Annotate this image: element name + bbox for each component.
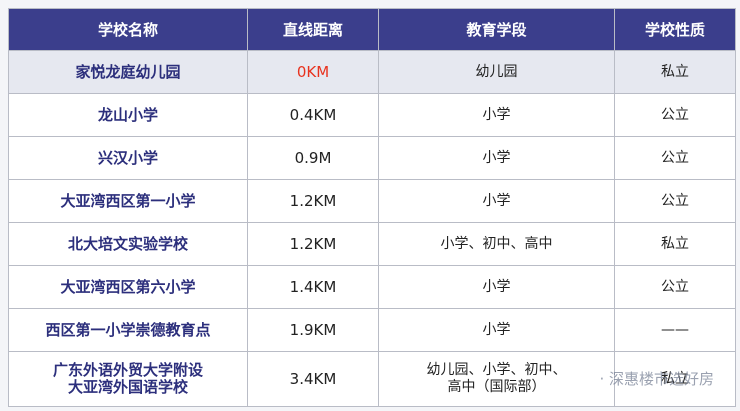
table-cell: 幼儿园、小学、初中、 高中（国际部） (378, 351, 615, 407)
table-cell: 大亚湾西区第一小学 (8, 179, 248, 223)
table-cell: 3.4KM (247, 351, 379, 407)
header-cell: 直线距离 (247, 8, 379, 51)
table-row: 大亚湾西区第一小学 1.2KM 小学 公立 (8, 179, 736, 223)
table-cell: 1.2KM (247, 179, 379, 223)
table-cell: 私立 (614, 222, 736, 266)
table-cell: 幼儿园 (378, 50, 615, 94)
table-cell: 公立 (614, 265, 736, 309)
watermark: · 深惠楼市选好房 (599, 370, 714, 388)
table-cell: 私立 (614, 351, 736, 407)
table-cell: 家悦龙庭幼儿园 (8, 50, 248, 94)
table-cell: 公立 (614, 136, 736, 180)
table-cell: 公立 (614, 179, 736, 223)
header-cell: 教育学段 (378, 8, 615, 51)
header-cell: 学校性质 (614, 8, 736, 51)
school-table: 学校名称 直线距离 教育学段 学校性质 家悦龙庭幼儿园 0KM 幼儿园 私立 龙山小学 0.4K… (8, 8, 736, 407)
table-cell: 私立 (614, 50, 736, 94)
table-cell: 小学 (378, 308, 615, 352)
table-cell: 兴汉小学 (8, 136, 248, 180)
table-cell: 1.2KM (247, 222, 379, 266)
table-cell: 大亚湾西区第六小学 (8, 265, 248, 309)
table-cell: 小学 (378, 265, 615, 309)
table-row: 广东外语外贸大学附设 大亚湾外国语学校 3.4KM 幼儿园、小学、初中、 高中（国际… (8, 351, 736, 407)
table-cell: 西区第一小学崇德教育点 (8, 308, 248, 352)
table-cell: 0.4KM (247, 93, 379, 137)
header-row: 学校名称 直线距离 教育学段 学校性质 (8, 8, 736, 51)
table-row: 家悦龙庭幼儿园 0KM 幼儿园 私立 (8, 50, 736, 94)
table-cell: 0KM (247, 50, 379, 94)
table-cell: —— (614, 308, 736, 352)
table-body: 家悦龙庭幼儿园 0KM 幼儿园 私立 龙山小学 0.4KM 小学 公立 兴汉小学 0.9M 小学 公立… (8, 50, 736, 407)
table-cell: 公立 (614, 93, 736, 137)
table-row: 西区第一小学崇德教育点 1.9KM 小学 —— (8, 308, 736, 352)
table-cell: 龙山小学 (8, 93, 248, 137)
table-cell: 0.9M (247, 136, 379, 180)
table-row: 龙山小学 0.4KM 小学 公立 (8, 93, 736, 137)
table-cell: 小学 (378, 93, 615, 137)
table-cell: 广东外语外贸大学附设 大亚湾外国语学校 (8, 351, 248, 407)
header-cell: 学校名称 (8, 8, 248, 51)
table-container: 学校名称 直线距离 教育学段 学校性质 家悦龙庭幼儿园 0KM 幼儿园 私立 龙山小学 0.4K… (8, 8, 736, 411)
table-row: 兴汉小学 0.9M 小学 公立 (8, 136, 736, 180)
table-row: 北大培文实验学校 1.2KM 小学、初中、高中 私立 (8, 222, 736, 266)
table-cell: 小学 (378, 179, 615, 223)
table-cell: 1.4KM (247, 265, 379, 309)
table-row: 大亚湾西区第六小学 1.4KM 小学 公立 (8, 265, 736, 309)
table-cell: 小学、初中、高中 (378, 222, 615, 266)
table-cell: 北大培文实验学校 (8, 222, 248, 266)
table-cell: 1.9KM (247, 308, 379, 352)
table-cell: 小学 (378, 136, 615, 180)
